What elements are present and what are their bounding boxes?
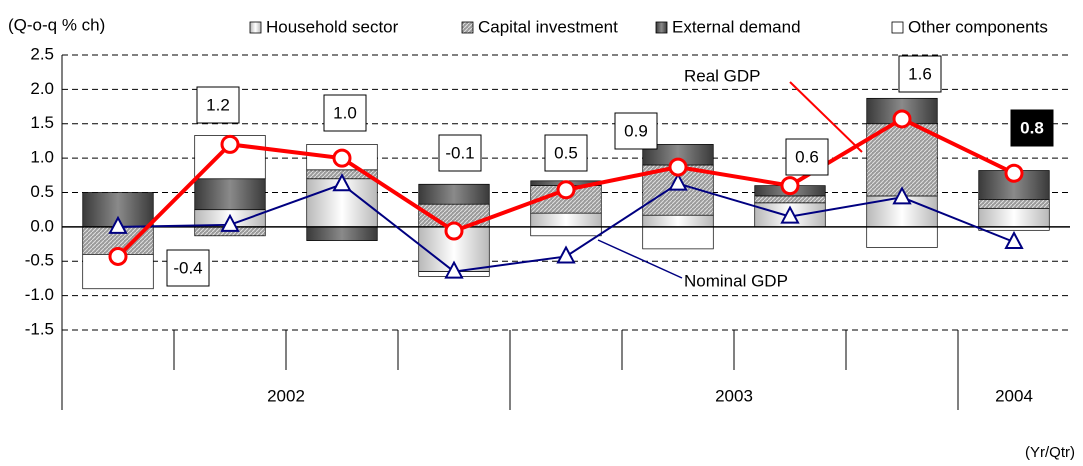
value-label-box	[323, 94, 367, 132]
bar-segment	[418, 183, 490, 205]
value-label: 0.9	[624, 121, 648, 140]
value-label-box	[166, 249, 210, 287]
marker	[892, 109, 912, 129]
bar-segment	[194, 178, 266, 211]
annotation-leader	[597, 239, 683, 279]
bar-segment	[978, 207, 1050, 228]
legend-label: External demand	[672, 17, 801, 36]
bar-segment	[978, 199, 1050, 209]
value-label-box	[438, 134, 482, 172]
value-label-box	[898, 55, 942, 93]
marker	[556, 245, 576, 264]
bar-segment	[754, 195, 826, 204]
marker	[780, 205, 800, 224]
marker	[332, 148, 352, 168]
value-label: 1.6	[908, 64, 932, 83]
bar-segment	[306, 226, 378, 241]
y-tick-label: 2.0	[30, 79, 54, 98]
y-tick-label: 0.0	[30, 216, 54, 235]
value-label-box	[785, 138, 829, 176]
y-tick-label: -1.5	[25, 319, 54, 338]
marker	[332, 173, 352, 192]
value-label-box	[196, 86, 240, 124]
value-label: 1.2	[206, 95, 230, 114]
bar-segment	[642, 226, 714, 250]
marker	[108, 246, 128, 266]
value-label-box	[544, 134, 588, 172]
annotation: Real GDP	[684, 66, 761, 85]
bar-segment	[530, 212, 602, 228]
value-label: 0.8	[1020, 118, 1044, 137]
y-tick-label: 1.0	[30, 148, 54, 167]
marker	[892, 186, 912, 205]
bar-segment	[866, 226, 938, 248]
value-label-box	[1010, 109, 1054, 147]
marker	[220, 213, 240, 232]
marker	[444, 221, 464, 241]
value-label: -0.1	[445, 143, 474, 162]
y-axis-label: (Q-o-q % ch)	[8, 15, 105, 34]
legend-label: Household sector	[266, 17, 399, 36]
group-label: 2003	[715, 386, 753, 405]
value-label: 0.6	[795, 147, 819, 166]
marker	[1004, 230, 1024, 249]
marker	[668, 157, 688, 177]
marker	[444, 260, 464, 279]
group-label: 2004	[995, 386, 1033, 405]
value-label: 1.0	[333, 103, 357, 122]
legend-swatch	[891, 21, 904, 34]
legend-label: Capital investment	[478, 17, 618, 36]
legend-swatch	[249, 21, 262, 34]
marker	[220, 134, 240, 154]
y-tick-label: -1.0	[25, 285, 54, 304]
value-label: -0.4	[173, 258, 202, 277]
y-tick-label: 1.5	[30, 113, 54, 132]
legend-swatch	[655, 21, 668, 34]
marker	[1004, 163, 1024, 183]
marker	[556, 180, 576, 200]
annotation: Nominal GDP	[684, 271, 788, 290]
legend-swatch	[461, 21, 474, 34]
annotation-leader	[789, 81, 863, 153]
y-tick-label: -0.5	[25, 251, 54, 270]
marker	[108, 215, 128, 234]
marker	[780, 176, 800, 196]
marker	[668, 172, 688, 191]
y-tick-label: 0.5	[30, 182, 54, 201]
bar-segment	[530, 226, 602, 237]
x-axis-label: (Yr/Qtr)	[1025, 444, 1075, 461]
value-label-box	[614, 112, 658, 150]
y-tick-label: 2.5	[30, 44, 54, 63]
value-label: 0.5	[554, 143, 578, 162]
bar-segment	[642, 214, 714, 228]
legend-label: Other components	[908, 17, 1048, 36]
group-label: 2002	[267, 386, 305, 405]
